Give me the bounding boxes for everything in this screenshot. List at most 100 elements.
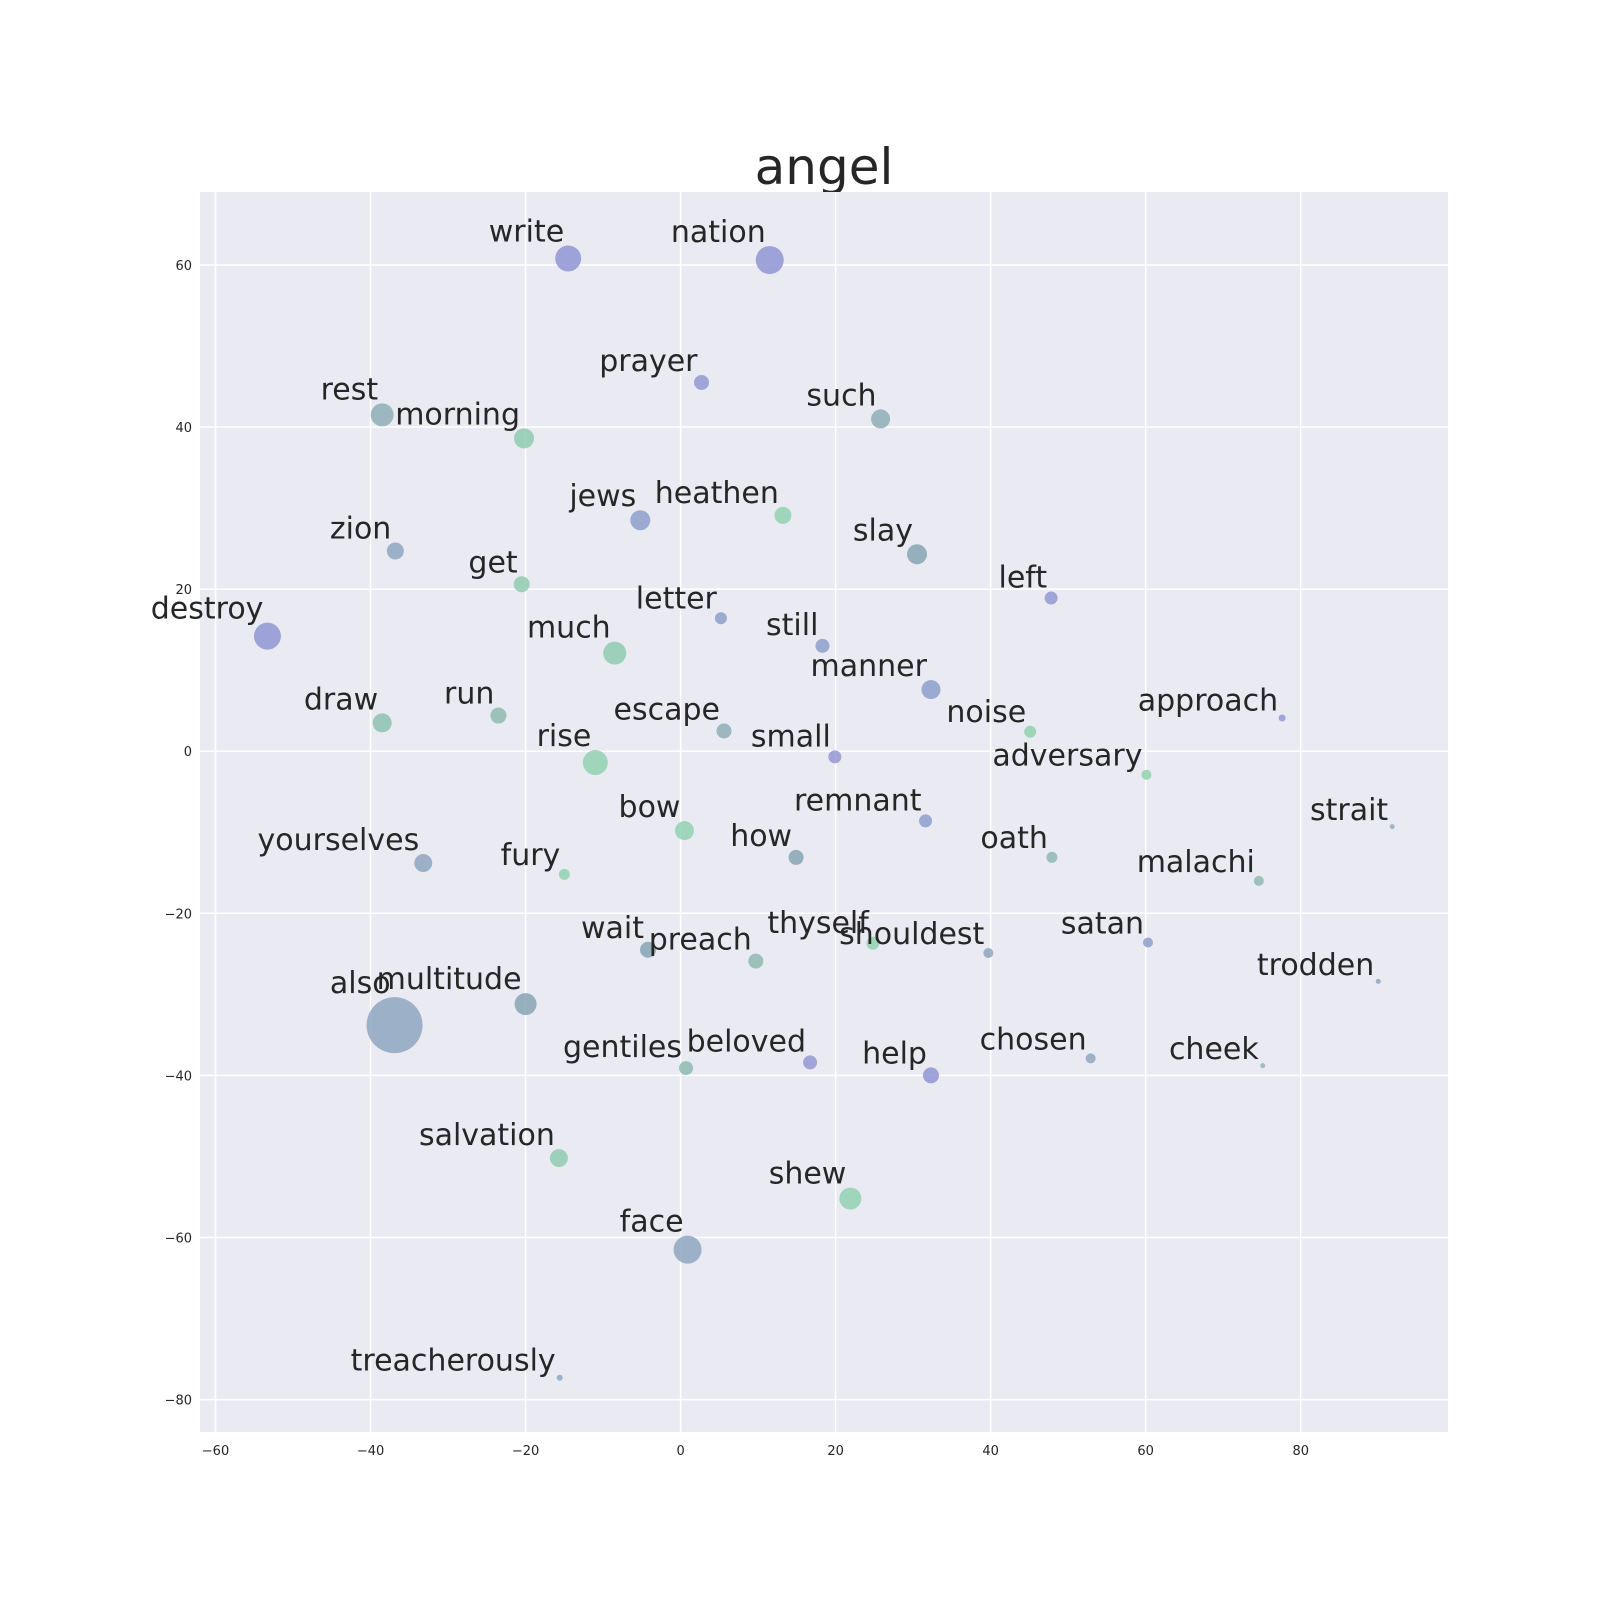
point-label-adversary: adversary xyxy=(992,739,1142,774)
data-point-adversary xyxy=(1141,769,1152,780)
point-label-write: write xyxy=(489,214,564,249)
data-point-salvation xyxy=(549,1149,568,1168)
y-tick-label: −80 xyxy=(165,1394,192,1409)
data-point-rise xyxy=(582,750,608,776)
data-point-left xyxy=(1044,591,1058,605)
point-label-prayer: prayer xyxy=(599,344,698,379)
y-tick-label: 40 xyxy=(175,421,192,436)
axis-ticks: −60 −40 −20 0 20 40 60 80 −80 −60 −40 −20 0 20 40 60 xyxy=(165,259,1309,1459)
point-label-fury: fury xyxy=(501,838,561,873)
data-point-face xyxy=(673,1235,702,1264)
data-point-write xyxy=(555,245,582,272)
data-point-morning xyxy=(514,428,535,449)
data-point-small xyxy=(828,750,842,764)
point-label-noise: noise xyxy=(946,695,1026,730)
data-point-beloved xyxy=(803,1055,818,1070)
point-label-trodden: trodden xyxy=(1257,948,1374,983)
point-label-shouldest: shouldest xyxy=(839,917,984,952)
point-label-face: face xyxy=(620,1205,684,1240)
data-point-nation xyxy=(755,246,784,275)
point-label-small: small xyxy=(751,719,831,754)
point-label-such: such xyxy=(806,378,876,413)
point-label-run: run xyxy=(444,677,494,712)
point-label-oath: oath xyxy=(980,821,1048,856)
point-label-get: get xyxy=(468,545,518,580)
data-point-prayer xyxy=(694,374,710,390)
data-point-escape xyxy=(716,723,732,739)
point-label-morning: morning xyxy=(395,397,520,432)
point-label-treacherously: treacherously xyxy=(351,1344,556,1379)
data-point-much xyxy=(603,641,627,665)
data-point-fury xyxy=(558,868,570,880)
data-point-approach xyxy=(1278,714,1286,722)
x-tick-label: 20 xyxy=(827,1444,844,1459)
data-point-get xyxy=(513,576,530,593)
y-tick-label: 20 xyxy=(175,583,192,598)
data-point-oath xyxy=(1046,851,1058,863)
point-label-letter: letter xyxy=(636,581,718,616)
y-tick-label: −60 xyxy=(165,1231,192,1246)
data-point-shouldest xyxy=(983,948,994,959)
point-label-also: also xyxy=(330,966,391,1001)
point-label-much: much xyxy=(527,611,611,646)
data-point-still xyxy=(815,638,830,653)
x-tick-label: 60 xyxy=(1137,1444,1154,1459)
point-label-rest: rest xyxy=(321,372,379,407)
point-label-wait: wait xyxy=(581,911,644,946)
data-point-strait xyxy=(1389,824,1395,830)
x-tick-label: 0 xyxy=(676,1444,684,1459)
data-point-thyself xyxy=(866,936,880,950)
point-labels: write nation prayer rest such morning jews heat… xyxy=(151,214,1389,1378)
point-label-help: help xyxy=(862,1036,927,1071)
grid-lines xyxy=(200,192,1448,1432)
point-label-draw: draw xyxy=(304,682,378,717)
data-point-rest xyxy=(370,403,394,427)
point-label-approach: approach xyxy=(1138,683,1278,718)
data-point-noise xyxy=(1024,725,1037,738)
y-tick-label: 60 xyxy=(175,259,192,274)
x-tick-label: −40 xyxy=(357,1444,384,1459)
data-point-satan xyxy=(1143,937,1154,948)
data-point-run xyxy=(490,707,507,724)
data-point-heathen xyxy=(774,506,792,524)
data-point-destroy xyxy=(253,622,281,650)
data-point-also xyxy=(366,997,423,1054)
data-point-yourselves xyxy=(414,854,433,873)
chart-title: angel xyxy=(755,138,894,196)
point-label-bow: bow xyxy=(619,790,681,825)
plot-area xyxy=(200,192,1448,1432)
point-label-thyself: thyself xyxy=(767,906,870,941)
point-label-slay: slay xyxy=(853,513,913,548)
point-label-left: left xyxy=(999,561,1048,596)
point-label-satan: satan xyxy=(1061,906,1144,941)
point-label-cheek: cheek xyxy=(1169,1032,1259,1067)
data-point-help xyxy=(922,1067,939,1084)
point-label-zion: zion xyxy=(330,512,391,547)
point-label-escape: escape xyxy=(614,692,720,727)
point-label-jews: jews xyxy=(568,479,636,514)
x-tick-label: −60 xyxy=(202,1444,229,1459)
data-point-treacherously xyxy=(556,1374,563,1381)
data-points xyxy=(253,245,1395,1381)
point-label-how: how xyxy=(730,819,792,854)
point-label-still: still xyxy=(766,608,818,643)
data-point-how xyxy=(788,849,804,865)
point-label-malachi: malachi xyxy=(1137,845,1255,880)
data-point-shew xyxy=(839,1187,862,1210)
point-label-shew: shew xyxy=(769,1157,847,1192)
data-point-manner xyxy=(921,680,941,700)
data-point-jews xyxy=(630,510,651,531)
point-label-remnant: remnant xyxy=(794,783,922,818)
data-point-trodden xyxy=(1375,978,1381,984)
point-label-chosen: chosen xyxy=(980,1022,1087,1057)
point-label-gentiles: gentiles xyxy=(563,1030,682,1065)
point-label-multitude: multitude xyxy=(377,962,522,997)
y-tick-label: −20 xyxy=(165,907,192,922)
data-point-malachi xyxy=(1253,875,1264,886)
data-point-gentiles xyxy=(679,1061,694,1076)
data-point-zion xyxy=(386,542,404,560)
point-label-salvation: salvation xyxy=(419,1118,555,1153)
data-point-cheek xyxy=(1260,1063,1266,1069)
y-tick-label: 0 xyxy=(184,745,192,760)
